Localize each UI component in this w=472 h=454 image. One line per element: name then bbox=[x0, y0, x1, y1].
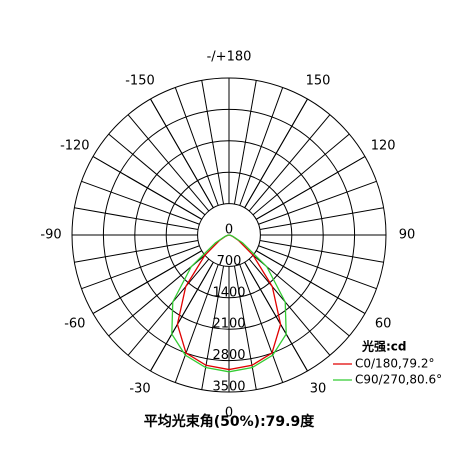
angle-grid-line bbox=[150, 261, 214, 372]
r-tick-label: 3500 bbox=[212, 380, 245, 395]
r-tick-label: 0 bbox=[225, 223, 233, 238]
angle-tick-label: -/+180 bbox=[207, 50, 252, 65]
angle-tick-label: 120 bbox=[371, 139, 396, 154]
angle-tick-label: 30 bbox=[310, 382, 327, 397]
chart-title: 平均光束角(50%):79.9度 bbox=[144, 413, 315, 430]
angle-tick-label: -90 bbox=[40, 228, 61, 243]
angle-grid-line bbox=[255, 250, 366, 314]
angle-tick-label: -60 bbox=[64, 317, 85, 332]
angle-grid-line bbox=[92, 250, 203, 314]
legend-title: 光强:cd bbox=[361, 339, 407, 354]
angle-tick-label: -150 bbox=[125, 73, 155, 88]
legend-label: C0/180,79.2° bbox=[355, 357, 435, 371]
intensity-curve bbox=[171, 234, 287, 373]
angle-grid-line bbox=[244, 98, 308, 209]
angle-tick-label: -30 bbox=[129, 382, 150, 397]
angle-grid-line bbox=[92, 156, 203, 220]
r-tick-label: 1400 bbox=[212, 285, 245, 300]
angle-grid-line bbox=[255, 156, 366, 220]
angle-grid-line bbox=[244, 261, 308, 372]
r-tick-label: 2100 bbox=[212, 317, 245, 332]
angle-tick-label: 60 bbox=[375, 317, 392, 332]
angle-tick-label: 90 bbox=[399, 228, 416, 243]
angle-tick-label: 150 bbox=[306, 73, 331, 88]
r-tick-label: 2800 bbox=[212, 348, 245, 363]
angle-tick-label: 0 bbox=[225, 406, 233, 421]
r-tick-label: 700 bbox=[217, 254, 242, 269]
angle-grid-line bbox=[150, 98, 214, 209]
legend-label: C90/270,80.6° bbox=[355, 373, 442, 387]
angle-tick-label: -120 bbox=[60, 139, 90, 154]
